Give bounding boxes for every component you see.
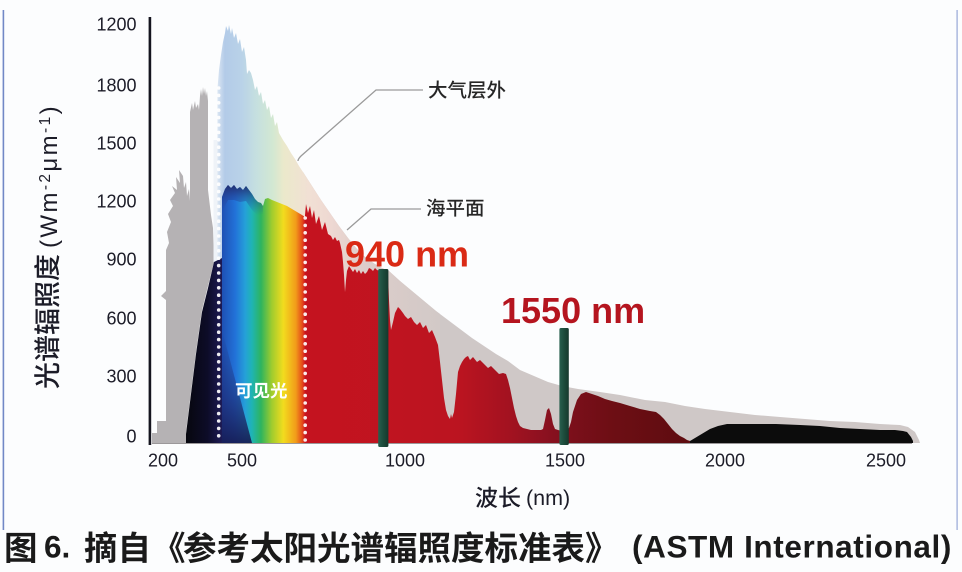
svg-text:600: 600 bbox=[106, 308, 136, 328]
svg-text:6.: 6. bbox=[44, 529, 70, 565]
svg-text:1500: 1500 bbox=[96, 133, 136, 153]
svg-text:900: 900 bbox=[106, 249, 136, 269]
svg-text:1550 nm: 1550 nm bbox=[501, 290, 645, 331]
svg-text:2000: 2000 bbox=[705, 451, 745, 471]
svg-text:1500: 1500 bbox=[545, 451, 585, 471]
svg-text:1000: 1000 bbox=[385, 451, 425, 471]
svg-text:1800: 1800 bbox=[96, 75, 136, 95]
svg-text:(ASTM International): (ASTM International) bbox=[632, 529, 952, 565]
svg-text:940 nm: 940 nm bbox=[345, 234, 469, 275]
svg-text:(nm): (nm) bbox=[526, 486, 570, 510]
svg-text:(Wm-2μm-1): (Wm-2μm-1) bbox=[36, 104, 63, 248]
svg-text:1200: 1200 bbox=[96, 191, 136, 211]
svg-text:0: 0 bbox=[126, 426, 136, 446]
svg-text:2500: 2500 bbox=[866, 451, 906, 471]
svg-text:1200: 1200 bbox=[96, 14, 136, 34]
svg-text:500: 500 bbox=[227, 451, 257, 471]
svg-text:300: 300 bbox=[106, 366, 136, 386]
svg-text:200: 200 bbox=[148, 451, 178, 471]
